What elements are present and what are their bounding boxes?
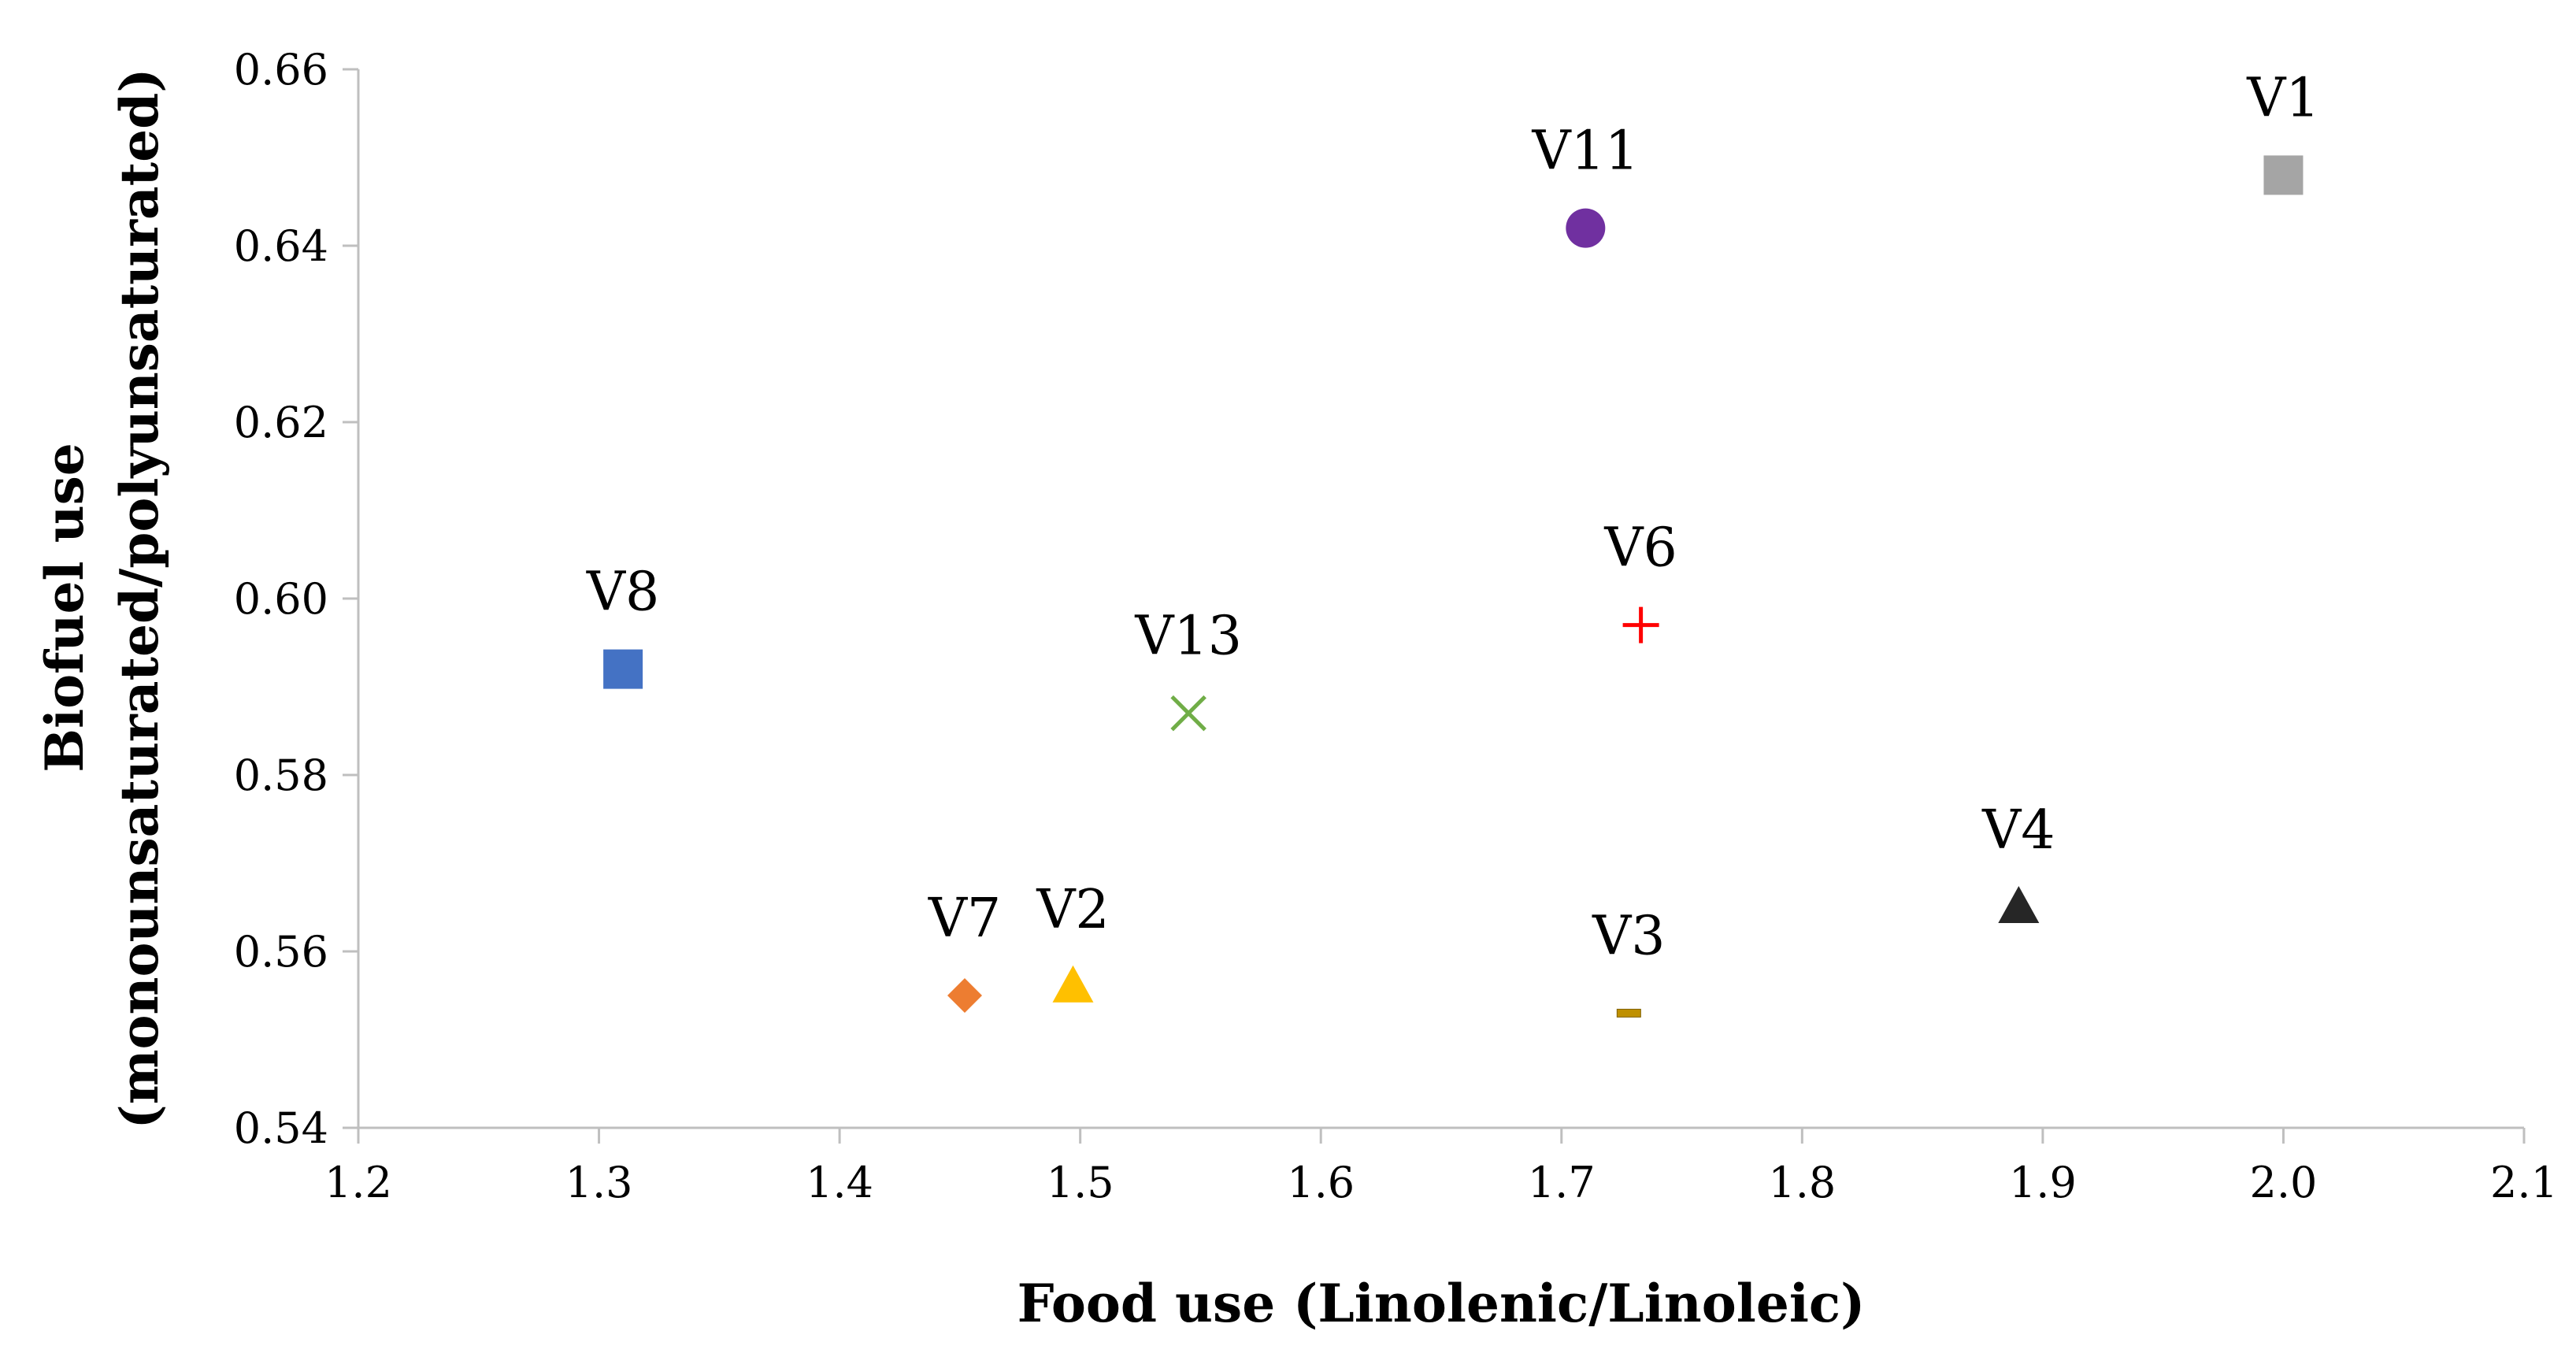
x-tick-label: 1.2 (324, 1158, 392, 1207)
x-tick-label: 1.7 (1528, 1158, 1596, 1207)
x-tick-label: 1.6 (1287, 1158, 1355, 1207)
y-tick-label: 0.66 (234, 45, 328, 95)
point-v6-marker (1622, 606, 1659, 643)
data-point-labels: V1 V11 V6 V8 V13 V4 V2 V7 V3 (586, 67, 2320, 967)
x-tick-label: 1.8 (1768, 1158, 1836, 1207)
point-v13-label: V13 (1134, 606, 1242, 668)
point-v2-marker (1052, 965, 1094, 1003)
y-tick-label: 0.60 (234, 574, 328, 624)
x-tick-label: 2.0 (2249, 1158, 2317, 1207)
axes (357, 69, 2524, 1129)
point-v11-marker (1566, 208, 1606, 248)
x-axis-title: Food use (Linolenic/Linoleic) (1017, 1273, 1866, 1334)
point-v2-label: V2 (1036, 879, 1109, 941)
x-tick-label: 1.4 (806, 1158, 873, 1207)
point-v3-label: V3 (1592, 905, 1665, 967)
x-tick-label: 1.9 (2009, 1158, 2077, 1207)
point-v4-marker (1998, 886, 2040, 923)
x-tick-label: 1.3 (565, 1158, 633, 1207)
y-axis-ticks: 0.54 0.56 0.58 0.60 0.62 0.64 0.66 (234, 45, 358, 1153)
y-tick-label: 0.56 (234, 927, 328, 977)
y-axis-title: Biofuel use (monounsaturated/polyunsatur… (34, 68, 170, 1129)
point-v4-label: V4 (1981, 799, 2055, 862)
y-tick-label: 0.64 (234, 221, 328, 271)
point-v1-marker (2263, 155, 2304, 195)
point-v3-marker (1616, 1008, 1641, 1018)
point-v8-marker (603, 649, 643, 689)
y-axis-title-line-2: (monounsaturated/polyunsaturated) (109, 68, 170, 1129)
y-tick-label: 0.58 (234, 751, 328, 800)
y-axis-title-line-1: Biofuel use (34, 443, 95, 772)
point-v1-label: V1 (2246, 67, 2319, 129)
point-v11-label: V11 (1532, 120, 1640, 183)
x-tick-label: 2.1 (2490, 1158, 2558, 1207)
x-tick-label: 1.5 (1047, 1158, 1114, 1207)
point-v7-label: V7 (928, 888, 1001, 950)
point-v13-marker (1170, 695, 1206, 732)
point-v7-marker (947, 978, 982, 1013)
point-v6-label: V6 (1603, 517, 1677, 580)
point-v8-label: V8 (586, 562, 659, 624)
y-tick-label: 0.62 (234, 398, 328, 447)
y-tick-label: 0.54 (234, 1103, 328, 1153)
x-axis-ticks: 1.2 1.3 1.4 1.5 1.6 1.7 1.8 1.9 2.0 2.1 (324, 1128, 2558, 1207)
data-points (603, 155, 2304, 1018)
